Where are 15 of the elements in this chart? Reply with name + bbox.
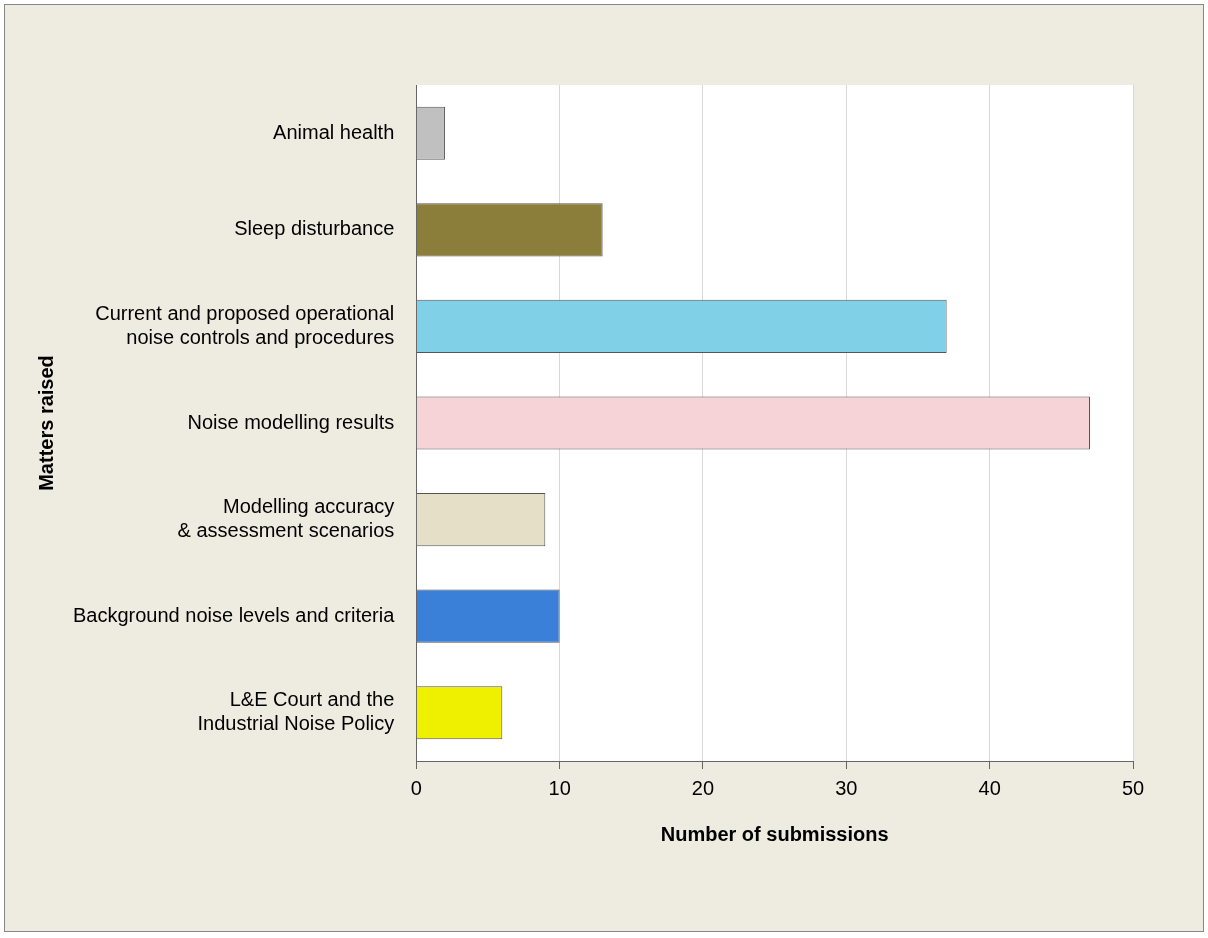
x-axis-title: Number of submissions [660,822,889,845]
y-tick-label: Background noise levels and criteria [72,603,396,626]
x-tick-label: 30 [835,776,858,799]
y-tick-label: Modelling accuracy & assessment scenarios [177,495,395,542]
y-tick-label: L&E Court and the Industrial Noise Policy [197,688,395,735]
y-tick-label: Sleep disturbance [234,217,395,240]
x-tick-label: 10 [548,776,571,799]
x-tick-label: 50 [1121,776,1145,799]
y-tick-label: Animal health [273,120,395,143]
x-tick-label: 20 [691,776,715,799]
x-tick-label: 0 [410,776,422,799]
y-tick-label: Noise modelling results [187,410,395,433]
y-tick-label: Current and proposed operational noise controls and procedures [95,301,395,348]
y-axis-title: Matters raised [34,355,57,491]
x-tick-label: 40 [978,776,1001,799]
